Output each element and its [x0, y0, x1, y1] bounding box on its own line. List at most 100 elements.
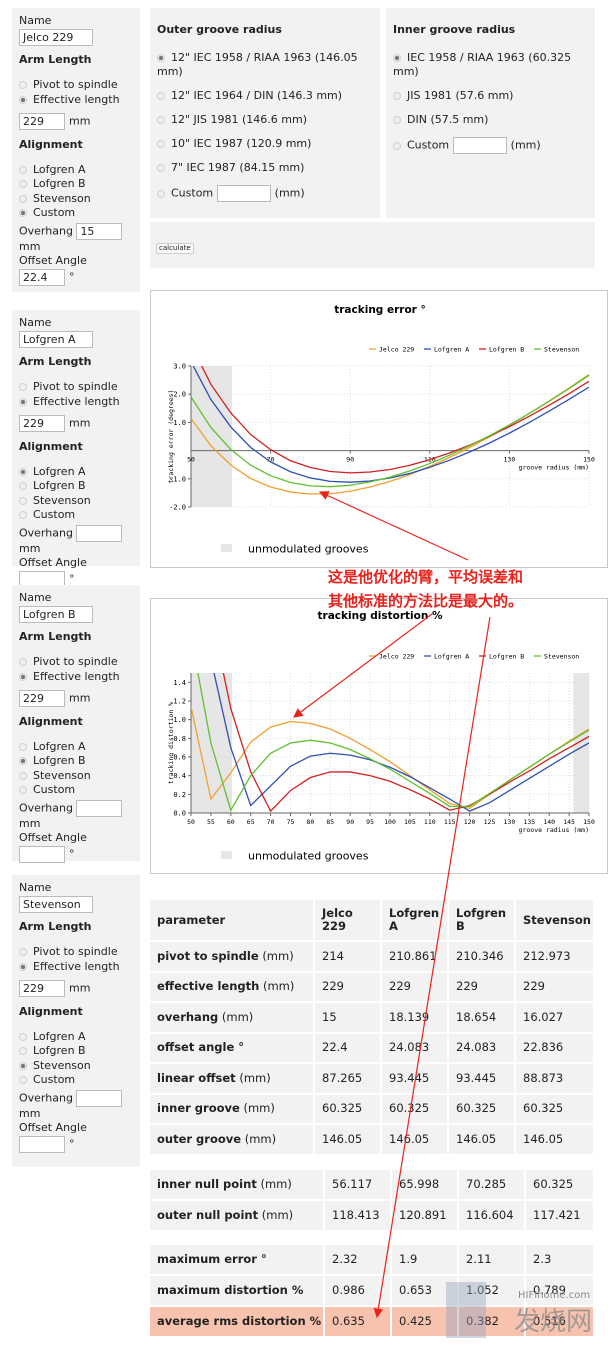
radio-label: Lofgren A: [33, 1029, 86, 1043]
row-unit: (mm): [261, 1208, 294, 1222]
calculate-button[interactable]: calculate: [156, 243, 194, 254]
x-tick-label: 145: [563, 818, 575, 826]
overhang-input[interactable]: [76, 799, 123, 817]
value-cell: 2.32: [325, 1245, 390, 1274]
name-input[interactable]: Jelco 229: [19, 28, 93, 46]
radio-button[interactable]: [19, 1061, 27, 1070]
name-input[interactable]: Lofgren A: [19, 330, 93, 348]
length-input[interactable]: 229: [19, 415, 65, 432]
offset-unit: °: [69, 1137, 75, 1150]
value-cell: 93.445: [382, 1064, 447, 1093]
arm-panel: NameLofgren A Arm Length Pivot to spindle E…: [12, 310, 140, 588]
length-input[interactable]: 229: [19, 690, 65, 707]
radio-button[interactable]: [19, 948, 27, 956]
value-cell: 210.346: [449, 942, 514, 971]
name-row: NameLofgren B: [19, 591, 133, 623]
radio-button[interactable]: [393, 92, 401, 100]
radio-option: Lofgren A: [19, 740, 133, 755]
radio-button[interactable]: [19, 658, 27, 666]
value: 0.635: [332, 1314, 365, 1328]
x-tick-label: 150: [583, 456, 595, 464]
overhang-input[interactable]: 15: [76, 222, 123, 240]
radio-button[interactable]: [19, 786, 27, 794]
custom-unit: (mm): [274, 186, 305, 200]
radio-button[interactable]: [19, 672, 27, 681]
radio-option: Custom: [19, 1073, 133, 1088]
value-cell: 16.027: [516, 1003, 593, 1032]
radio-button[interactable]: [19, 165, 27, 174]
radio-button[interactable]: [19, 771, 27, 780]
y-tick-label: -1.0: [169, 475, 186, 483]
length-row: 229 mm: [19, 113, 133, 130]
radio-button[interactable]: [19, 81, 27, 89]
radio-button[interactable]: [157, 92, 165, 100]
radio-button[interactable]: [19, 1076, 27, 1084]
overhang-input[interactable]: [76, 524, 123, 542]
radio-button[interactable]: [157, 116, 165, 124]
custom-input[interactable]: [216, 185, 271, 202]
radio-button[interactable]: [19, 482, 27, 490]
shaded-legend-label: unmodulated grooves: [248, 850, 369, 863]
value: 146.05: [389, 1131, 430, 1146]
radio-label: 10" IEC 1987 (120.9 mm): [171, 137, 312, 150]
row-label: inner groove: [157, 1101, 240, 1116]
value: 70.285: [466, 1177, 507, 1191]
custom-input[interactable]: [452, 137, 507, 154]
radio-label: Stevenson: [33, 768, 91, 782]
name-input[interactable]: Stevenson: [19, 895, 93, 913]
length-unit: mm: [69, 416, 91, 430]
chart-frame: tracking distortion % 0.0 0.2 0.4 0.6 0.8 1.0 1…: [150, 598, 608, 874]
radio-button[interactable]: [19, 1047, 27, 1055]
radio-button[interactable]: [19, 467, 27, 476]
offset-input[interactable]: 22.4: [19, 268, 65, 286]
radio-option: IEC 1958 / RIAA 1963 (60.325 mm): [393, 51, 588, 79]
radio-button[interactable]: [19, 383, 27, 391]
value-cell: 116.604: [459, 1201, 524, 1230]
radio-option: Effective length: [19, 93, 133, 108]
radio-button[interactable]: [157, 189, 165, 198]
value-cell: 118.413: [325, 1201, 390, 1230]
radio-label: Effective length: [33, 394, 120, 408]
offset-input[interactable]: [19, 845, 65, 863]
value-cell: 0.382: [459, 1307, 524, 1336]
radio-button[interactable]: [157, 54, 165, 62]
value: 93.445: [389, 1070, 430, 1085]
chart: tracking distortion % 0.0 0.2 0.4 0.6 0.8 1.0 1…: [167, 610, 595, 863]
radio-button[interactable]: [19, 511, 27, 519]
radio-button[interactable]: [19, 397, 27, 406]
length-input[interactable]: 229: [19, 980, 65, 997]
legend-label: Stevenson: [544, 653, 579, 661]
radio-button[interactable]: [393, 141, 401, 150]
row-unit: (mm): [244, 1131, 277, 1146]
value-cell: 88.873: [516, 1064, 593, 1093]
value-cell: 0.986: [325, 1276, 390, 1305]
series-line: [192, 366, 589, 483]
radio-label: 12" IEC 1964 / DIN (146.3 mm): [171, 89, 343, 102]
radio-button[interactable]: [19, 742, 27, 751]
name-input[interactable]: Lofgren B: [19, 605, 93, 623]
radio-button[interactable]: [19, 496, 27, 505]
radio-button[interactable]: [19, 757, 27, 765]
radio-button[interactable]: [19, 180, 27, 188]
radio-button[interactable]: [19, 95, 27, 104]
radio-button[interactable]: [393, 116, 401, 124]
radio-button[interactable]: [19, 194, 27, 203]
radio-button[interactable]: [19, 209, 27, 217]
x-tick-label: 70: [267, 456, 275, 464]
groove-title: Inner groove radius: [393, 23, 516, 36]
row-unit: (mm): [262, 979, 295, 994]
radio-button[interactable]: [19, 1032, 27, 1041]
radio-button[interactable]: [157, 140, 165, 148]
value: 1.052: [466, 1283, 499, 1297]
value: 0.653: [399, 1283, 432, 1297]
radio-button[interactable]: [393, 54, 401, 62]
radio-option: Custom: [19, 206, 133, 221]
radio-button[interactable]: [19, 962, 27, 971]
offset-input[interactable]: [19, 1135, 65, 1153]
name-row: NameStevenson: [19, 881, 133, 913]
overhang-input[interactable]: [76, 1089, 123, 1107]
radio-label: DIN (57.5 mm): [407, 113, 489, 126]
length-input[interactable]: 229: [19, 113, 65, 130]
value-cell: 0.425: [392, 1307, 457, 1336]
radio-button[interactable]: [157, 164, 165, 172]
